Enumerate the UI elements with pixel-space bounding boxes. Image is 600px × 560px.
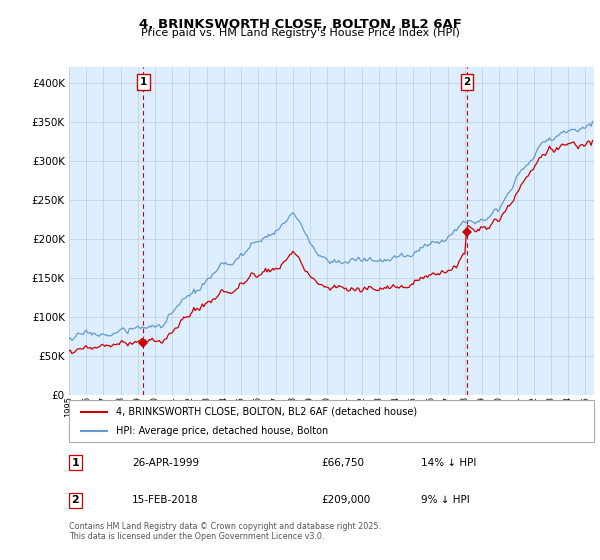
Text: 14% ↓ HPI: 14% ↓ HPI: [421, 458, 476, 468]
Text: Price paid vs. HM Land Registry's House Price Index (HPI): Price paid vs. HM Land Registry's House …: [140, 28, 460, 38]
Text: 26-APR-1999: 26-APR-1999: [132, 458, 199, 468]
Text: Contains HM Land Registry data © Crown copyright and database right 2025.
This d: Contains HM Land Registry data © Crown c…: [69, 522, 381, 542]
Text: £66,750: £66,750: [321, 458, 364, 468]
Text: 2: 2: [463, 77, 470, 87]
Text: 4, BRINKSWORTH CLOSE, BOLTON, BL2 6AF: 4, BRINKSWORTH CLOSE, BOLTON, BL2 6AF: [139, 18, 461, 31]
Text: 9% ↓ HPI: 9% ↓ HPI: [421, 496, 470, 506]
Text: 2: 2: [71, 496, 79, 506]
Text: 15-FEB-2018: 15-FEB-2018: [132, 496, 199, 506]
Text: £209,000: £209,000: [321, 496, 370, 506]
Text: 1: 1: [71, 458, 79, 468]
Text: 1: 1: [140, 77, 147, 87]
Text: 4, BRINKSWORTH CLOSE, BOLTON, BL2 6AF (detached house): 4, BRINKSWORTH CLOSE, BOLTON, BL2 6AF (d…: [116, 407, 418, 417]
Text: HPI: Average price, detached house, Bolton: HPI: Average price, detached house, Bolt…: [116, 426, 329, 436]
